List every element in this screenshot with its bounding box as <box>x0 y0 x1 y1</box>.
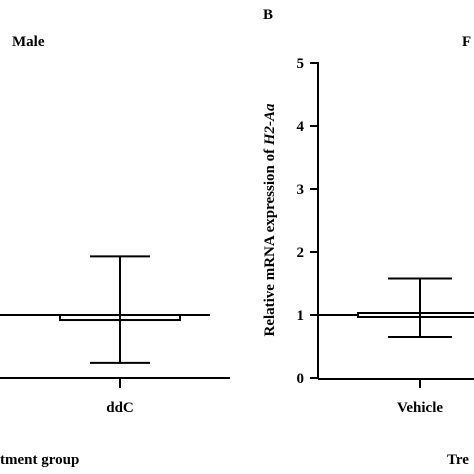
panel-b-letter: B <box>263 7 273 23</box>
bar-vehicle <box>357 312 474 318</box>
panel-male-title: Male <box>12 34 45 50</box>
panel-b: B F Relative mRNA expression of H2-Aa 0 1… <box>262 7 474 468</box>
panel-b-title: F <box>462 34 471 50</box>
x-tick-label-ddc: ddC <box>106 400 134 416</box>
panel-b-ylabel: Relative mRNA expression of H2-Aa <box>262 103 278 337</box>
panel-male: Male ddC tment group <box>0 34 230 468</box>
panel-male-xlabel: tment group <box>0 452 79 468</box>
y-tick-label-0: 0 <box>297 371 305 387</box>
x-tick-label-vehicle: Vehicle <box>397 400 443 416</box>
y-tick-label-4: 4 <box>297 119 305 135</box>
y-tick-label-2: 2 <box>297 245 305 261</box>
y-tick-label-5: 5 <box>297 56 305 72</box>
y-tick-label-3: 3 <box>297 182 305 198</box>
panel-b-y-ticks: 0 1 2 3 4 5 <box>297 56 318 387</box>
panel-b-ylabel-prefix: Relative mRNA expression of <box>262 145 278 336</box>
y-tick-label-1: 1 <box>297 308 305 324</box>
panel-b-ylabel-gene: H2-Aa <box>262 103 278 146</box>
panel-b-xlabel: Tre <box>447 452 469 468</box>
